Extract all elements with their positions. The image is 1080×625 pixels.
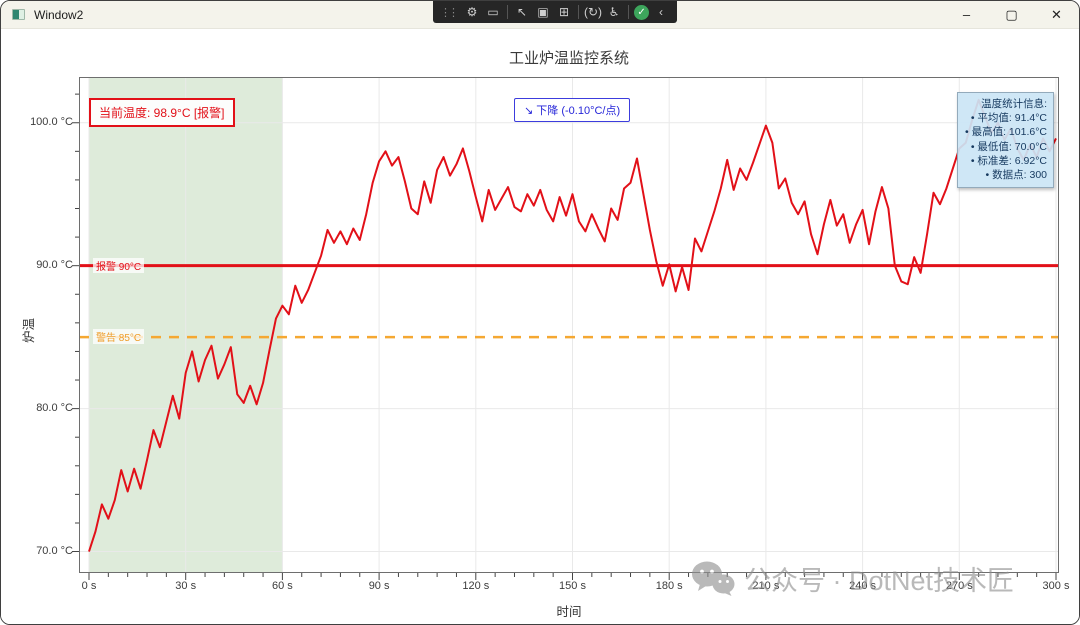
separator — [628, 5, 630, 19]
select-element-icon[interactable]: ↖ — [516, 5, 528, 19]
close-button[interactable]: ✕ — [1051, 6, 1062, 22]
x-tick-label: 270 s — [945, 580, 973, 592]
temperature-series-line — [88, 98, 1057, 552]
hot-reload-status-icon[interactable]: ✓ — [634, 4, 650, 20]
accessibility-checker-icon[interactable]: ♿ — [608, 5, 620, 19]
separator — [578, 5, 579, 19]
stats-item-count: • 数据点: 300 — [985, 168, 1047, 181]
live-property-explorer-icon[interactable]: ▭ — [487, 5, 499, 19]
trend-annotation: ↘ 下降 (-0.10°C/点) — [514, 98, 631, 122]
track-focused-element-icon[interactable]: ⊞ — [558, 5, 570, 19]
alarm-threshold-label: 报警 90°C — [93, 257, 145, 273]
y-axis-title: 炉温 — [22, 317, 37, 344]
hot-reload-icon[interactable]: (↻) — [584, 5, 603, 19]
stats-item-max: • 最高值: 101.6°C — [965, 126, 1047, 139]
app-icon — [12, 9, 25, 20]
stats-title: 温度统计信息: — [981, 98, 1047, 110]
client-area: 工业炉温监控系统 0 s 30 s 60 s 90 s 120 s 150 s 180 s 2… — [1, 29, 1079, 624]
x-tick-label: 300 s — [1042, 580, 1070, 592]
window-controls: – ▢ ✕ — [944, 1, 1079, 28]
stats-item-min: • 最低值: 70.0°C — [970, 140, 1047, 153]
plot-canvas — [72, 77, 1059, 580]
live-visual-tree-icon[interactable]: ⚙ — [466, 5, 478, 19]
debug-toolbar: ⋮⋮ ⚙ ▭ ↖ ▣ ⊞ (↻) ♿ ✓ ‹ — [433, 1, 678, 23]
stats-panel: 温度统计信息: • 平均值: 91.4°C • 最高值: 101.6°C • 最… — [957, 92, 1054, 189]
x-tick-label: 0 s — [81, 580, 97, 592]
x-tick-label: 210 s — [752, 580, 780, 592]
title-bar[interactable]: Window2 ⋮⋮ ⚙ ▭ ↖ ▣ ⊞ (↻) ♿ ✓ ‹ – ▢ ✕ — [1, 1, 1079, 29]
x-tick-label: 60 s — [271, 580, 293, 592]
y-tick-label: 70.0 °C — [36, 544, 73, 557]
y-tick-label: 90.0 °C — [36, 258, 73, 271]
separator — [507, 5, 508, 19]
stats-item-mean: • 平均值: 91.4°C — [970, 112, 1047, 125]
x-axis-title: 时间 — [556, 605, 582, 619]
display-adorners-icon[interactable]: ▣ — [537, 5, 549, 19]
grip-handle[interactable]: ⋮⋮ — [440, 6, 459, 19]
maximize-button[interactable]: ▢ — [1005, 6, 1018, 22]
x-tick-label: 90 s — [368, 580, 390, 592]
y-tick-label: 100.0 °C — [30, 115, 73, 128]
x-tick-label: 240 s — [849, 580, 877, 592]
window-title: Window2 — [34, 7, 84, 22]
collapse-toolbar-icon[interactable]: ‹ — [659, 5, 664, 19]
minimize-button[interactable]: – — [962, 7, 971, 22]
stats-item-std: • 标准差: 6.92°C — [970, 154, 1047, 167]
x-tick-label: 180 s — [655, 580, 683, 592]
y-tick-label: 80.0 °C — [36, 401, 73, 414]
warning-threshold-label: 警告 85°C — [93, 329, 145, 345]
x-tick-label: 30 s — [175, 580, 197, 592]
x-tick-label: 150 s — [559, 580, 586, 592]
x-tick-label: 120 s — [462, 580, 490, 592]
plot-border — [79, 77, 1059, 573]
chart-title: 工业炉温监控系统 — [508, 50, 629, 67]
current-temperature-annotation: 当前温度: 98.9°C [报警] — [89, 98, 235, 127]
